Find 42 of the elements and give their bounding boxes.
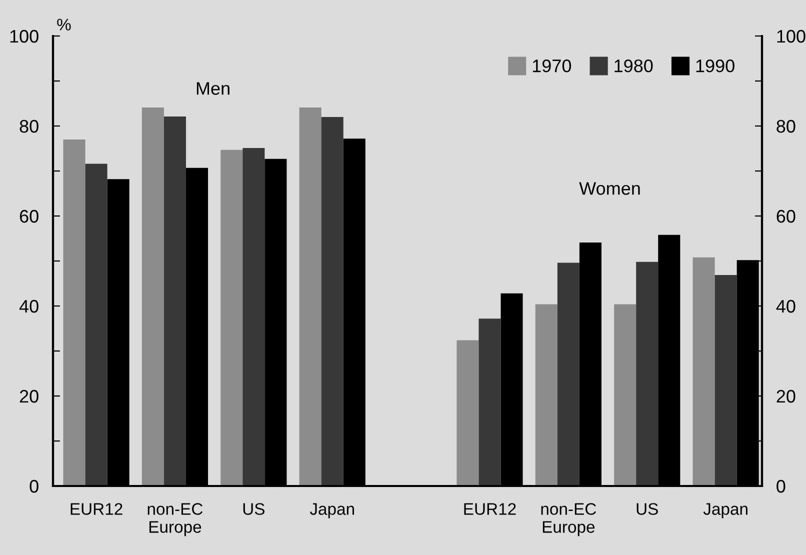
bar (614, 304, 636, 486)
y-tick-label: 40 (19, 300, 38, 313)
bar (321, 117, 344, 486)
bar (478, 318, 501, 486)
y-axis-title: % (57, 18, 71, 30)
legend-label: 1970 (532, 59, 572, 72)
y-tick-label: 20 (20, 390, 38, 403)
y2-tick-label: 0 (776, 480, 786, 493)
bar (299, 108, 322, 486)
y2-tick-label: 80 (776, 120, 796, 133)
bar (142, 108, 164, 486)
legend-label: 1980 (614, 59, 653, 72)
y-tick-label: 80 (20, 120, 38, 133)
x-tick-label: Japan (703, 503, 748, 518)
y-tick-label: 60 (20, 210, 38, 223)
x-tick-label: US (636, 503, 658, 515)
y-tick-label: 100 (10, 30, 38, 43)
y2-tick-label: 40 (776, 300, 796, 313)
y2-tick-label: 100 (777, 30, 806, 43)
annotation: Men (196, 82, 230, 95)
legend-label: 1990 (696, 59, 734, 72)
x-tick-label: non-EC Europe (148, 503, 203, 536)
x-tick-label: non-EC Europe (541, 503, 596, 536)
y2-tick-label: 20 (776, 390, 796, 403)
x-tick-label: Japan (310, 503, 354, 518)
bar (456, 340, 479, 486)
bar (557, 262, 580, 486)
bar (242, 148, 265, 486)
bar (714, 274, 737, 486)
y-tick-label: 0 (30, 480, 38, 493)
annotation: Women (579, 182, 640, 195)
bar (164, 116, 186, 486)
bar (535, 304, 558, 486)
x-tick-label: US (243, 503, 264, 515)
bar (85, 164, 108, 486)
x-tick-label: EUR12 (70, 503, 122, 515)
bar (636, 262, 658, 486)
bar (63, 140, 86, 486)
y2-tick-label: 60 (776, 210, 796, 223)
bar (692, 257, 715, 486)
bar (220, 150, 243, 486)
x-tick-label: EUR12 (464, 503, 516, 515)
